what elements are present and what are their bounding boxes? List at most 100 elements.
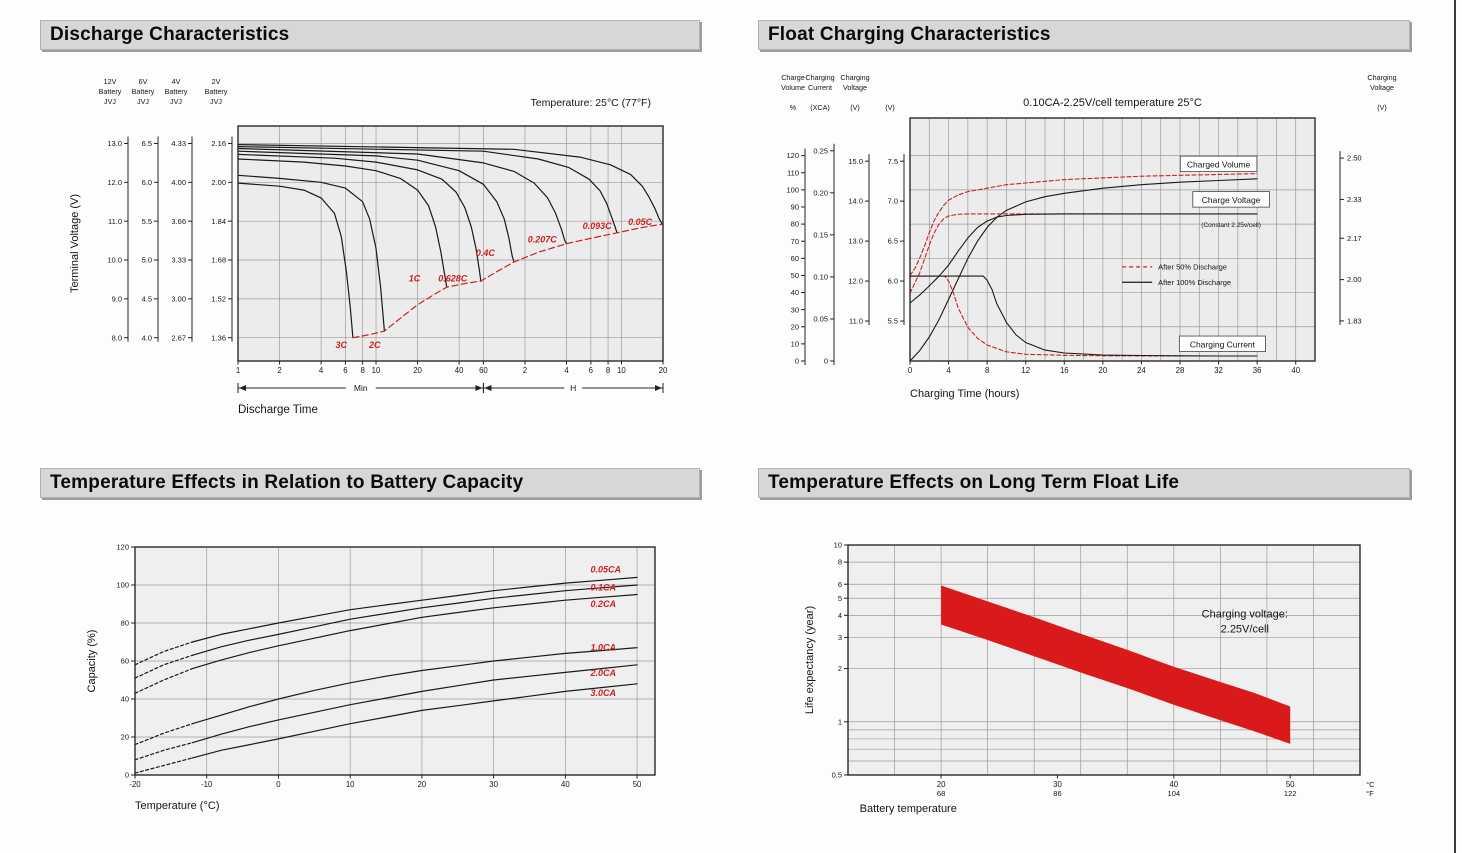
y-tick-label: 0 <box>125 771 129 780</box>
axis-header: Battery <box>99 87 122 96</box>
x-tick-label: 10 <box>617 366 626 375</box>
annotation: 2.25V/cell <box>1221 623 1269 635</box>
y-tick-label: 5.5 <box>142 217 152 226</box>
axis-header: JVJ <box>210 97 222 106</box>
series-charging-current-after-50pct-discharge <box>909 275 1258 357</box>
y-tick-label: 60 <box>791 254 799 263</box>
annotation: 0.05C <box>628 217 653 227</box>
annotation: 0.4C <box>476 248 496 258</box>
series-2C <box>237 174 385 332</box>
x-tick-label: 6 <box>343 366 347 375</box>
axis-range-label: Min <box>354 383 368 393</box>
y-tick-label: 4.5 <box>142 294 152 303</box>
axis-header: JVJ <box>170 97 182 106</box>
x-tick-label: 12 <box>1021 366 1030 375</box>
x-tick-label: 24 <box>1137 366 1146 375</box>
plot-frame <box>909 117 1316 362</box>
y-tick-label: 4 <box>838 611 842 620</box>
annotation: 0.10CA-2.25V/cell temperature 25°C <box>1023 97 1202 109</box>
axis-header: Charging <box>805 73 834 82</box>
y-tick-label: 0 <box>824 357 828 366</box>
y-tick-label: 3.33 <box>171 256 186 265</box>
axis-header: (V) <box>1377 103 1387 112</box>
y-tick-label: 30 <box>791 305 799 314</box>
y-tick-label: 2 <box>838 664 842 673</box>
annotation: 122 <box>1284 789 1297 798</box>
annotation: Discharge Time <box>238 404 318 416</box>
plot-frame <box>847 544 1361 776</box>
series-float-life-band <box>941 585 1291 744</box>
x-tick-label: 8 <box>985 366 989 375</box>
y-tick-label: 5.0 <box>142 256 152 265</box>
y-tick-label: 3.00 <box>171 294 186 303</box>
x-tick-label: 50 <box>633 780 642 789</box>
axis-header: 12V <box>104 77 117 86</box>
annotation: 68 <box>937 789 945 798</box>
series-0.05CA <box>191 576 638 643</box>
y-tick-label: 40 <box>791 288 799 297</box>
series-cutoff-voltage <box>352 223 663 339</box>
x-tick-label: 1 <box>236 366 240 375</box>
y-tick-label: 3 <box>838 633 842 642</box>
axis-header: Current <box>808 83 832 92</box>
series-1.0CA <box>191 647 638 725</box>
y-tick-label: 120 <box>786 151 799 160</box>
annotation: °F <box>1366 789 1374 798</box>
y-tick-label: 0.15 <box>813 230 828 239</box>
y-tick-label: 8 <box>838 558 842 567</box>
series-charging-current-after-100pct-discharge <box>909 275 1258 357</box>
y-tick-label: 100 <box>786 185 799 194</box>
y-tick-label: 5.5 <box>888 317 898 326</box>
y-tick-label: 12.0 <box>848 277 863 286</box>
y-tick-label: 2.16 <box>211 139 226 148</box>
panel-temperature-float-life: Temperature Effects on Long Term Float L… <box>758 468 1410 847</box>
x-tick-label: 40 <box>561 780 570 789</box>
x-tick-label: 30 <box>1053 780 1062 789</box>
axis-header: JVJ <box>104 97 116 106</box>
annotation: 0.05CA <box>590 565 621 575</box>
axis-header: Voltage <box>1370 83 1394 92</box>
axis-header: 4V <box>172 77 181 86</box>
y-tick-label: 14.0 <box>848 197 863 206</box>
annotation: 0.093C <box>583 221 613 231</box>
annotation: 1C <box>409 273 421 283</box>
axis-header: Charging <box>840 73 869 82</box>
y-tick-label: 2.17 <box>1347 234 1362 243</box>
arrowhead <box>655 385 662 391</box>
y-tick-label: 13.0 <box>848 237 863 246</box>
y-tick-label: 2.33 <box>1347 195 1362 204</box>
axis-header: Volume <box>781 83 805 92</box>
series-3C <box>237 182 354 339</box>
y-tick-label: 10.0 <box>107 256 122 265</box>
series-charge-voltage-after-50pct-discharge <box>909 213 1114 294</box>
y-tick-label: 2.00 <box>1347 275 1362 284</box>
series-1C <box>237 158 448 288</box>
x-tick-label: 20 <box>418 780 427 789</box>
series-0.2CA <box>191 593 638 670</box>
y-tick-label: 11.0 <box>108 217 122 226</box>
series-0.093C <box>237 145 618 234</box>
x-tick-label: 0 <box>908 366 913 375</box>
legend-label: After 50% Discharge <box>1158 262 1227 271</box>
y-axis-title: Terminal Voltage (V) <box>69 194 81 293</box>
x-tick-label: 10 <box>372 366 381 375</box>
y-tick-label: 60 <box>121 657 129 666</box>
y-tick-label: 6.0 <box>142 178 152 187</box>
axis-header: Charging <box>1367 73 1396 82</box>
annotation: Charged Volume <box>1187 160 1251 170</box>
axis-range-label: H <box>570 383 576 393</box>
annotation: Temperature (°C) <box>135 800 219 812</box>
y-tick-label: 6.5 <box>142 139 152 148</box>
axis-header: 2V <box>212 77 221 86</box>
series-3.0CA <box>191 683 638 759</box>
x-tick-label: -20 <box>129 780 141 789</box>
annotation: Battery temperature <box>860 803 957 815</box>
plot-background <box>238 126 663 361</box>
y-tick-label: 0.10 <box>813 273 828 282</box>
y-tick-label: 70 <box>791 237 799 246</box>
x-tick-label: 4 <box>946 366 951 375</box>
annotation: 3.0CA <box>590 688 616 698</box>
x-tick-label: 20 <box>1099 366 1108 375</box>
y-tick-label: 9.0 <box>112 294 122 303</box>
